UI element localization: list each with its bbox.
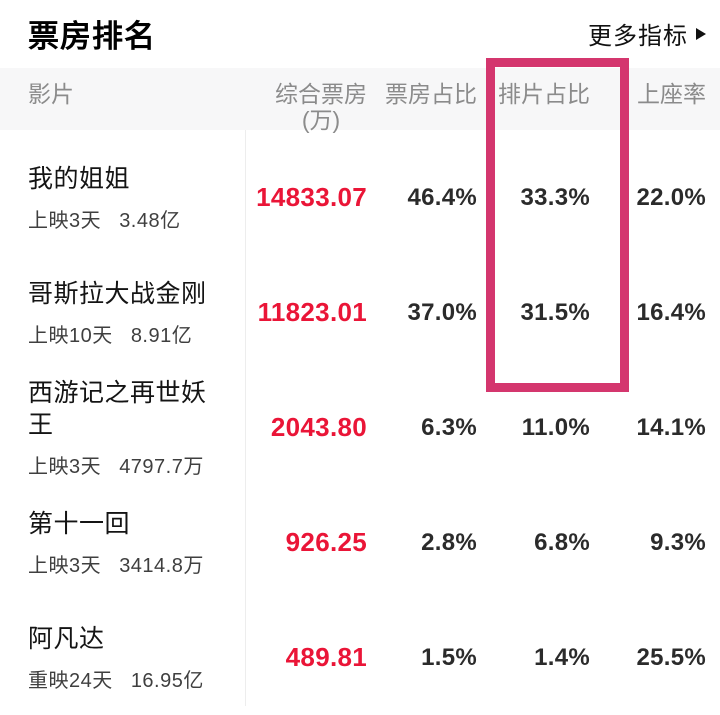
table-header: 影片 综合票房 (万) 票房占比 排片占比 上座率 (0, 68, 720, 133)
box-share-value: 2.8% (421, 528, 477, 556)
column-header-box-office-unit: (万) (301, 107, 341, 133)
table-row[interactable]: 哥斯拉大战金刚 上映10天 8.91亿 11823.01 37.0% 31.5%… (0, 255, 720, 370)
column-header-film: 影片 (28, 81, 74, 107)
screening-share-value: 11.0% (521, 413, 590, 441)
attendance-value: 22.0% (636, 183, 706, 211)
table-row[interactable]: 阿凡达 重映24天 16.95亿 489.81 1.5% 1.4% 25.5% (0, 600, 720, 715)
box-office-value: 926.25 (285, 527, 367, 557)
table-row[interactable]: 西游记之再世妖王 上映3天 4797.7万 2043.80 6.3% 11.0%… (0, 370, 720, 485)
column-header-screening-share[interactable]: 排片占比 (498, 81, 590, 107)
film-subtitle: 上映3天 3414.8万 (28, 549, 223, 578)
box-share-value: 37.0% (407, 298, 477, 326)
box-office-value: 14833.07 (256, 182, 367, 212)
more-indicators-label: 更多指标 (588, 22, 688, 50)
more-indicators-link[interactable]: 更多指标 (588, 16, 706, 51)
top-bar: 票房排名 更多指标 (0, 0, 720, 60)
film-title: 哥斯拉大战金刚 (28, 279, 207, 308)
screening-share-value: 6.8% (534, 528, 590, 556)
screening-share-value: 31.5% (520, 298, 590, 326)
film-subtitle: 重映24天 16.95亿 (28, 664, 223, 693)
film-total-gross: 8.91亿 (130, 324, 193, 347)
table-row[interactable]: 我的姐姐 上映3天 3.48亿 14833.07 46.4% 33.3% 22.… (0, 140, 720, 255)
box-office-value: 2043.80 (270, 412, 367, 442)
screening-share-value: 1.4% (534, 643, 590, 671)
film-subtitle: 上映3天 4797.7万 (28, 450, 223, 479)
film-title: 第十一回 (28, 509, 131, 538)
table-body: 我的姐姐 上映3天 3.48亿 14833.07 46.4% 33.3% 22.… (0, 140, 720, 715)
film-total-gross: 3414.8万 (119, 554, 204, 577)
film-title: 我的姐姐 (28, 164, 131, 193)
film-release-days: 重映24天 (28, 669, 113, 692)
film-release-days: 上映3天 (28, 554, 102, 577)
column-header-box-share[interactable]: 票房占比 (385, 81, 477, 107)
table-row[interactable]: 第十一回 上映3天 3414.8万 926.25 2.8% 6.8% 9.3% (0, 485, 720, 600)
film-release-days: 上映3天 (28, 209, 102, 232)
film-total-gross: 3.48亿 (119, 209, 181, 232)
chevron-right-icon (696, 28, 706, 40)
box-share-value: 46.4% (407, 183, 477, 211)
column-header-attendance[interactable]: 上座率 (637, 81, 706, 107)
page-title: 票房排名 (28, 18, 156, 54)
screening-share-value: 33.3% (520, 183, 590, 211)
attendance-value: 14.1% (636, 413, 706, 441)
film-total-gross: 4797.7万 (119, 455, 204, 478)
column-header-box-office-label: 综合票房 (275, 81, 367, 107)
film-total-gross: 16.95亿 (130, 669, 204, 692)
attendance-value: 16.4% (636, 298, 706, 326)
film-release-days: 上映3天 (28, 455, 102, 478)
attendance-value: 25.5% (636, 643, 706, 671)
box-office-value: 11823.01 (257, 297, 367, 327)
attendance-value: 9.3% (650, 528, 706, 556)
box-office-value: 489.81 (285, 642, 367, 672)
box-share-value: 1.5% (421, 643, 477, 671)
box-share-value: 6.3% (421, 413, 477, 441)
film-title: 西游记之再世妖王 (28, 378, 207, 439)
film-column-divider (245, 130, 246, 706)
film-title: 阿凡达 (28, 624, 105, 653)
film-subtitle: 上映3天 3.48亿 (28, 204, 223, 233)
film-release-days: 上映10天 (28, 324, 113, 347)
column-header-box-office[interactable]: 综合票房 (万) (223, 81, 367, 133)
film-subtitle: 上映10天 8.91亿 (28, 319, 223, 348)
